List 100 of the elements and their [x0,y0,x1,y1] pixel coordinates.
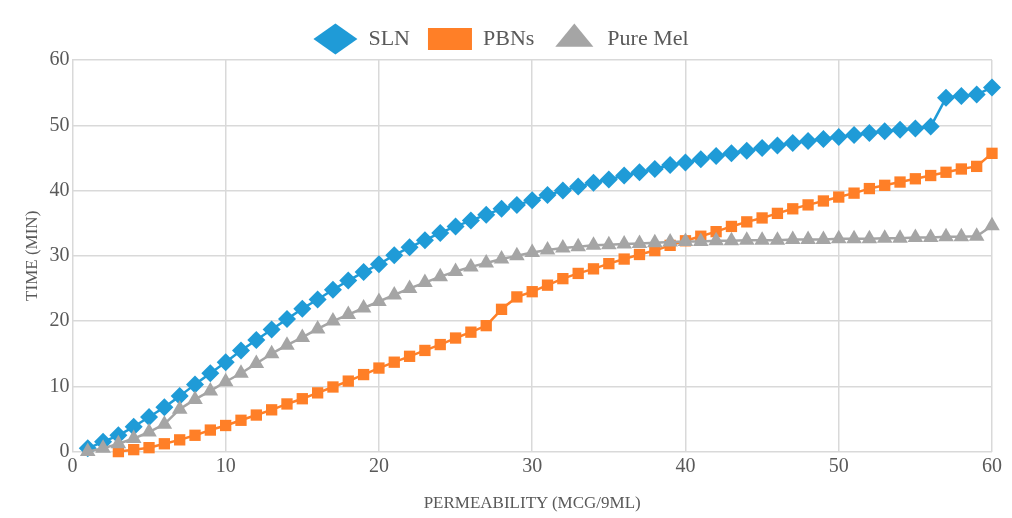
y-axis-title: TIME (MIN) [21,210,41,301]
point [783,133,802,152]
point [907,228,924,243]
point [294,328,311,342]
point [174,434,186,446]
point [507,195,526,214]
point [909,173,922,185]
point [784,230,801,244]
point [186,375,205,394]
point [373,362,385,374]
point [355,299,372,313]
x-tick-label: 20 [368,453,389,476]
point [327,381,339,393]
point [814,129,833,148]
point [233,364,249,378]
point [937,88,956,107]
x-tick-label: 40 [675,453,696,476]
point [231,341,250,360]
point [815,230,832,244]
point [879,179,891,191]
point [585,236,602,250]
point [308,290,327,309]
point [357,368,370,381]
point [478,253,495,268]
point [630,163,649,182]
point [892,229,908,243]
point [971,160,983,173]
point [708,231,724,246]
point [769,231,786,245]
point [829,128,848,147]
legend-label: Pure Mel [607,24,689,50]
point [723,231,740,246]
point [447,262,464,276]
point [616,235,632,249]
point [434,338,446,351]
point [419,344,431,357]
y-tick-label: 30 [49,243,70,266]
point [787,203,799,215]
point [323,280,342,299]
point [247,330,266,349]
point [110,434,127,449]
point [128,443,140,456]
point [263,344,280,359]
point [587,263,600,275]
point [401,279,418,293]
point [217,372,234,387]
point [691,150,710,169]
point [570,237,586,252]
point [156,415,173,429]
point [201,364,220,383]
point [631,234,648,248]
y-tick-label: 50 [49,112,70,135]
point [940,166,952,178]
point [863,182,876,195]
point [477,205,496,224]
point [860,124,879,143]
point [400,238,419,257]
point [603,257,615,270]
point [449,332,462,344]
point [495,303,508,315]
point [848,187,860,199]
point [95,439,111,453]
point [725,220,738,233]
point [293,299,312,318]
point [722,144,741,163]
point [158,438,171,450]
point [339,271,358,290]
point [340,305,357,320]
point [569,177,588,196]
point [830,229,847,244]
point [952,86,971,105]
point [204,424,216,436]
point [369,255,388,274]
point [125,429,142,444]
point [140,408,159,427]
point [523,191,542,210]
x-axis-title: PERMEABILITY (MCG/9ML) [423,493,641,513]
point [953,227,970,242]
point [707,146,726,165]
point [277,310,296,329]
point [968,227,985,241]
point [538,186,557,205]
point [633,248,646,261]
point [661,156,680,175]
point [753,139,772,158]
point [141,423,157,437]
point [693,232,709,246]
point [493,250,510,264]
point [861,229,878,244]
point [124,417,143,436]
point [511,291,523,303]
point [155,398,174,417]
point [492,199,511,218]
point [216,353,235,372]
point [539,240,556,255]
point [311,387,324,399]
point [967,85,986,104]
point [386,285,403,300]
point [309,319,326,334]
point [875,122,894,141]
